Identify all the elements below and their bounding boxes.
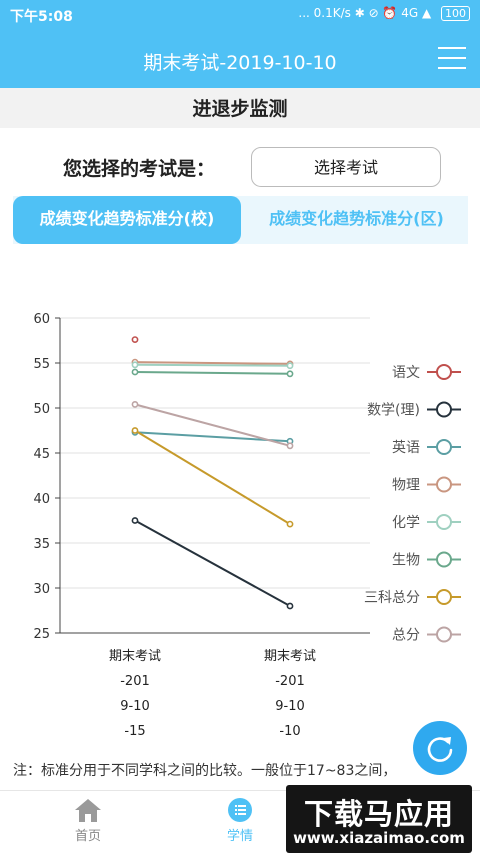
legend-label: 数学(理) [367, 403, 420, 419]
x-tick-label: -10 [279, 724, 300, 739]
legend-marker [436, 514, 452, 530]
y-tick-label: 45 [33, 447, 50, 462]
y-tick-label: 50 [33, 402, 50, 417]
watermark-url: www.xiazaimao.com [293, 829, 465, 847]
series-line-3 [134, 361, 291, 365]
legend-marker [436, 476, 452, 493]
series-line-1 [134, 519, 291, 607]
data-point [286, 442, 294, 450]
select-exam-button[interactable]: 选择考试 [251, 147, 441, 187]
status-bar: 下午5:08 ... 0.1K/s ✱ ⊘ ⏰ 4G ▲ 100 [0, 0, 480, 30]
data-point [286, 520, 294, 528]
status-icons: ... 0.1K/s ✱ ⊘ ⏰ 4G ▲ 100 [298, 6, 470, 21]
page-title: 期末考试-2019-10-10 [143, 52, 337, 74]
series-line-5 [134, 371, 291, 375]
y-tick-label: 25 [33, 627, 50, 642]
x-tick-label: -201 [275, 674, 305, 689]
battery-icon: 100 [441, 6, 470, 21]
x-tick-label: -201 [120, 674, 150, 689]
data-point [131, 368, 139, 376]
nav-home[interactable]: 首页 [48, 797, 128, 844]
tab-district-standard-score[interactable]: 成绩变化趋势标准分(区) [269, 209, 444, 228]
section-header: 进退步监测 [0, 88, 480, 128]
legend-label: 英语 [392, 439, 420, 456]
data-point [131, 361, 139, 369]
hamburger-menu-icon[interactable] [438, 47, 466, 69]
nav-home-label: 首页 [74, 829, 101, 844]
data-point [286, 602, 294, 610]
footnote: 注：标准分用于不同学科之间的比较。一般位于17~83之间， [13, 763, 397, 779]
data-point [286, 362, 294, 370]
legend-marker [436, 589, 452, 605]
watermark-logo: 下载马应用 www.xiazaimao.com [286, 785, 472, 853]
app-header: 期末考试-2019-10-10 [0, 30, 480, 88]
y-tick-label: 40 [33, 492, 50, 507]
status-time: 下午5:08 [10, 9, 73, 25]
y-tick-label: 30 [33, 582, 50, 597]
watermark-title: 下载马应用 [303, 797, 454, 831]
x-tick-label: -15 [124, 724, 145, 739]
refresh-icon [427, 737, 453, 762]
exam-select-label: 您选择的考试是： [63, 158, 216, 180]
legend-marker [436, 439, 452, 455]
legend-label: 三科总分 [364, 590, 420, 606]
legend-label: 化学 [392, 515, 420, 531]
y-tick-label: 35 [33, 537, 50, 552]
x-tick-label: 期末考试 [264, 649, 316, 664]
legend-marker [436, 401, 452, 418]
home-icon [75, 799, 101, 822]
nav-study-label: 学情 [226, 829, 253, 844]
standard-score-trend-chart: 25 30 35 40 45 50 55 60 期末考试 -201 9-10 -15 期末考试 -201 9… [33, 312, 461, 739]
legend-label: 总分 [392, 628, 420, 644]
x-tick-label: 期末考试 [109, 649, 161, 664]
list-icon [228, 798, 252, 822]
y-tick-label: 60 [33, 312, 50, 327]
legend-marker [436, 551, 452, 568]
data-point [131, 336, 139, 343]
data-point [131, 401, 139, 408]
network-status: ... 0.1K/s ✱ ⊘ ⏰ 4G ▲ [298, 6, 432, 20]
series-line-6 [134, 429, 291, 525]
tab-bar: 成绩变化趋势标准分(校) 成绩变化趋势标准分(区) [13, 196, 468, 244]
legend-label: 生物 [392, 553, 420, 569]
data-point [131, 517, 139, 524]
legend-marker [436, 364, 452, 380]
x-tick-label: 9-10 [275, 699, 305, 714]
data-point [131, 427, 139, 434]
section-title: 进退步监测 [192, 98, 288, 120]
legend-label: 语文 [392, 365, 420, 381]
legend-marker [436, 626, 452, 643]
legend-label: 物理 [392, 478, 420, 494]
series-line-7 [134, 403, 291, 447]
series-line-4 [134, 363, 291, 367]
refresh-button[interactable] [413, 721, 467, 775]
data-point [286, 370, 294, 378]
tab-school-standard-score[interactable]: 成绩变化趋势标准分(校) [13, 196, 241, 244]
y-tick-label: 55 [33, 357, 50, 372]
x-tick-label: 9-10 [120, 699, 150, 714]
nav-study[interactable]: 学情 [200, 797, 280, 844]
